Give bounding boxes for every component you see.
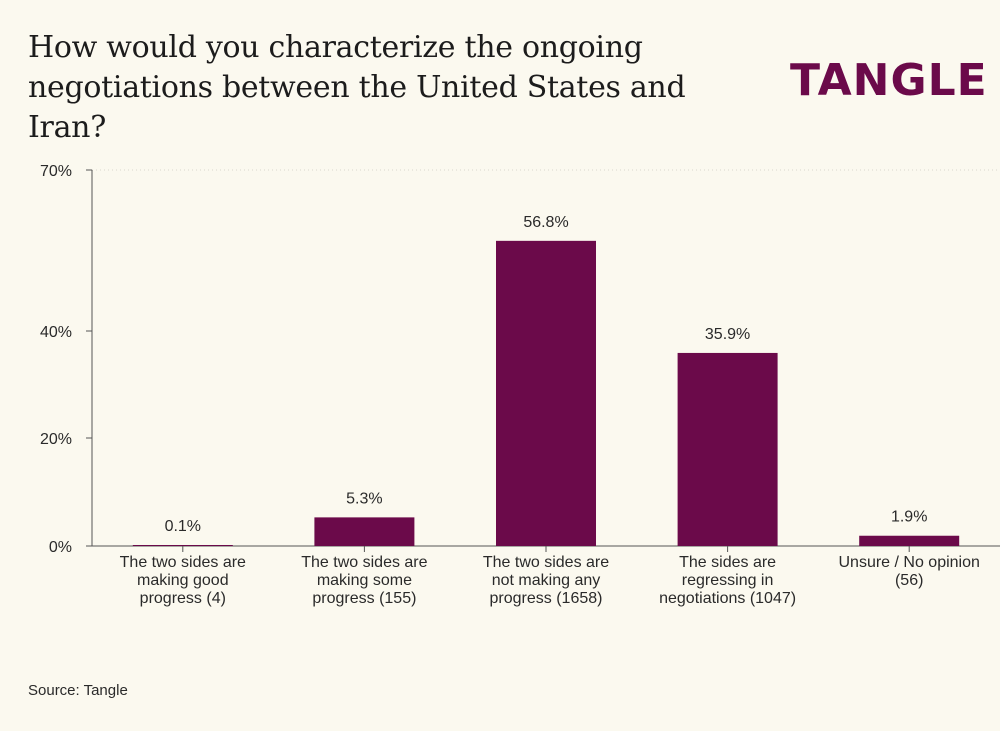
bar-data-label: 1.9% — [891, 509, 927, 526]
x-category-label: The two sides are not making any progress … — [483, 554, 609, 607]
bar-data-label: 56.8% — [523, 214, 568, 231]
bar — [132, 545, 233, 546]
x-category-label: Unsure / No opinion (56) — [838, 554, 979, 589]
bar — [314, 517, 415, 546]
chart-title: How would you characterize the ongoing n… — [28, 30, 686, 145]
x-category-label: The sides are regressing in negotiations (… — [659, 554, 796, 607]
y-tick-label: 70% — [40, 163, 72, 180]
bar-data-label: 35.9% — [705, 326, 750, 343]
y-tick-label: 0% — [49, 539, 72, 556]
bar-data-label: 5.3% — [346, 490, 382, 507]
y-tick-label: 40% — [40, 324, 72, 341]
bar — [496, 240, 596, 546]
tangle-logo: TANGLE — [790, 55, 988, 106]
x-category-label: The two sides are making good progress (4) — [120, 554, 246, 607]
y-tick-label: 20% — [40, 431, 72, 448]
bar-data-label: 0.1% — [165, 518, 201, 535]
bar — [677, 352, 778, 546]
x-category-label: The two sides are making some progress (15… — [301, 554, 427, 607]
source-note: Source: Tangle — [28, 682, 128, 699]
bar — [859, 535, 960, 546]
